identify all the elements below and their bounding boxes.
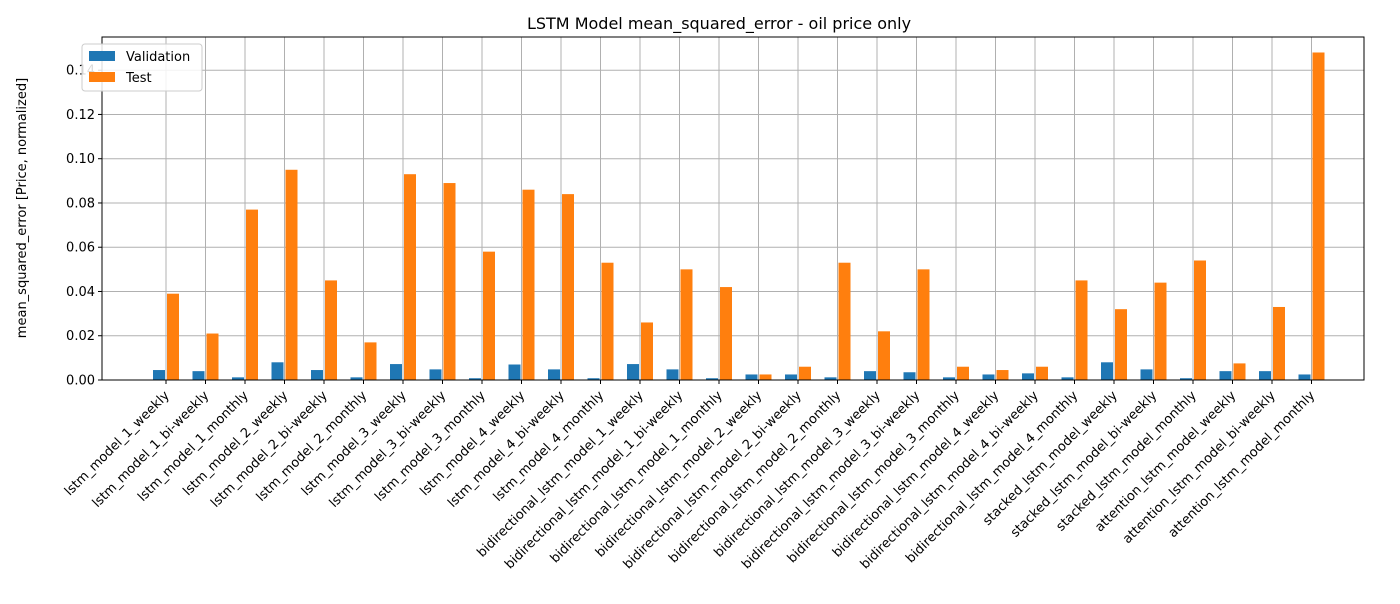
bar-test-27	[1233, 363, 1246, 380]
bar-validation-4	[311, 370, 323, 380]
bar-test-25	[1154, 282, 1167, 380]
bar-test-21	[996, 370, 1009, 380]
bar-validation-2	[232, 377, 244, 380]
bar-test-2	[246, 209, 258, 380]
y-tick-label: 0.06	[66, 241, 95, 256]
legend-swatch-validation	[89, 51, 115, 61]
bar-validation-18	[864, 371, 876, 380]
bar-validation-23	[1061, 377, 1074, 380]
bar-test-17	[838, 262, 851, 380]
bar-validation-6	[390, 364, 402, 380]
y-tick-label: 0.10	[66, 152, 95, 167]
bar-test-8	[483, 251, 495, 380]
bar-validation-14	[706, 378, 718, 380]
legend: Validation Test	[81, 43, 203, 92]
bar-validation-8	[469, 378, 481, 380]
bar-test-1	[206, 333, 219, 380]
bar-test-26	[1194, 260, 1206, 380]
bar-test-22	[1036, 366, 1048, 380]
bar-test-20	[957, 366, 969, 380]
bar-validation-17	[824, 377, 837, 380]
legend-swatch-test	[89, 72, 115, 82]
y-tick-label: 0.08	[66, 196, 95, 211]
y-tick-label: 0.04	[66, 285, 95, 300]
bar-test-9	[522, 189, 535, 380]
bar-validation-25	[1140, 369, 1153, 380]
bar-validation-19	[903, 372, 916, 380]
bar-test-19	[917, 269, 930, 380]
bar-validation-0	[153, 370, 165, 380]
bar-validation-11	[587, 378, 600, 380]
bar-validation-22	[1022, 373, 1034, 380]
bar-validation-16	[785, 374, 797, 380]
bar-test-10	[562, 194, 574, 380]
bar-test-29	[1312, 52, 1325, 380]
legend-label-validation: Validation	[126, 50, 190, 65]
bar-test-23	[1075, 280, 1088, 380]
bar-test-24	[1115, 309, 1127, 380]
bar-test-6	[404, 174, 416, 380]
bar-test-0	[167, 293, 179, 380]
bar-test-11	[601, 262, 614, 380]
legend-label-test: Test	[125, 71, 152, 86]
y-axis-label: mean_squared_error [Price, normalized]	[15, 78, 30, 338]
y-tick-label: 0.02	[66, 329, 95, 344]
bar-test-5	[364, 342, 377, 380]
bar-test-18	[878, 331, 890, 380]
bar-validation-26	[1180, 378, 1192, 380]
bar-test-14	[720, 287, 732, 380]
bar-test-7	[443, 183, 456, 380]
bar-test-15	[759, 374, 772, 380]
bar-test-13	[680, 269, 693, 380]
bar-validation-21	[982, 374, 995, 380]
y-tick-label: 0.00	[66, 374, 95, 389]
y-tick-label: 0.12	[66, 108, 95, 123]
bar-validation-7	[429, 369, 442, 380]
bar-validation-12	[627, 364, 639, 380]
chart-title: LSTM Model mean_squared_error - oil pric…	[527, 14, 911, 34]
bar-validation-27	[1219, 371, 1232, 380]
bar-validation-28	[1259, 371, 1271, 380]
bar-validation-10	[548, 369, 560, 380]
grid-lines	[102, 37, 1364, 381]
bar-test-12	[641, 322, 653, 380]
bars	[153, 52, 1325, 380]
bar-validation-1	[192, 371, 205, 380]
bar-test-28	[1273, 306, 1285, 380]
bar-validation-3	[271, 362, 284, 380]
bar-test-16	[799, 366, 811, 380]
bar-validation-15	[745, 374, 758, 380]
bar-validation-20	[943, 377, 955, 380]
plot-frame	[101, 36, 1365, 381]
bar-test-4	[325, 280, 337, 380]
bar-validation-24	[1101, 362, 1113, 380]
bar-validation-9	[508, 364, 521, 380]
bar-validation-5	[350, 377, 363, 380]
bar-test-3	[285, 169, 298, 380]
bar-validation-29	[1298, 374, 1311, 380]
bar-validation-13	[666, 369, 679, 380]
